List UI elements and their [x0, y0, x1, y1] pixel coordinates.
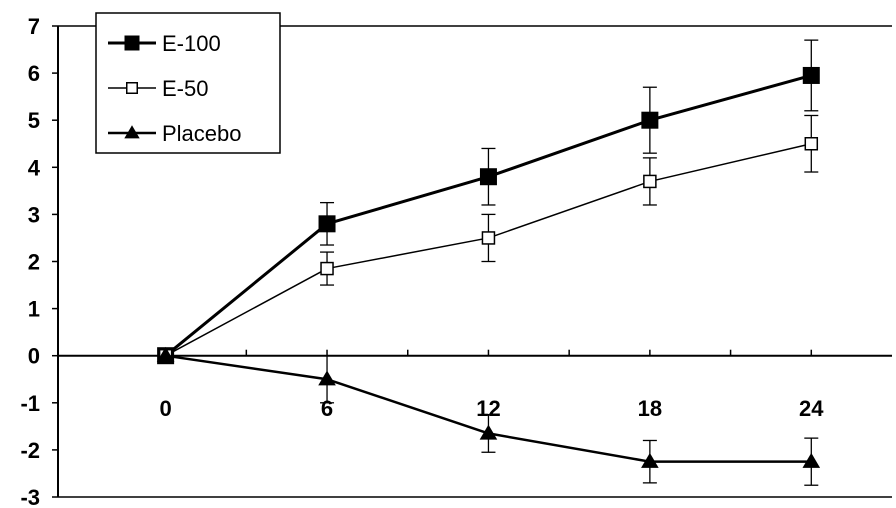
y-tick-label: 4 [28, 155, 41, 180]
y-tick-label: -2 [20, 438, 40, 463]
e-50-point [320, 261, 334, 276]
y-tick-label: -1 [20, 391, 40, 416]
x-tick-label: 0 [159, 396, 171, 421]
y-tick-label: 7 [28, 14, 40, 39]
placebo-point [318, 370, 336, 386]
y-tick-label: 0 [28, 344, 40, 369]
x-tick-label: 18 [638, 396, 662, 421]
series-placebo [156, 346, 821, 486]
legend-marker [124, 125, 140, 139]
legend-label: E-50 [162, 76, 208, 101]
legend-marker [124, 35, 140, 51]
y-axis-ticks: 7 6 5 4 3 2 1 0 -1 -2 -3 [20, 14, 58, 508]
x-axis-ticks: 0 6 12 18 24 [159, 349, 824, 421]
placebo-point [802, 452, 821, 468]
plot-frame [57, 25, 892, 498]
series-e-100 [157, 39, 820, 365]
y-tick-label: 2 [28, 250, 40, 275]
y-tick-label: 6 [28, 61, 40, 86]
y-tick-label: 1 [28, 297, 40, 322]
x-tick-label: 24 [799, 396, 824, 421]
legend-label: Placebo [162, 121, 242, 146]
legend-marker [126, 82, 138, 94]
e-50-point [804, 137, 819, 151]
placebo-point [479, 424, 498, 440]
y-tick-label: 3 [28, 202, 40, 227]
placebo-point [641, 452, 659, 468]
legend-label: E-100 [162, 31, 221, 56]
series-layer [156, 39, 821, 486]
e-100-point [318, 215, 336, 233]
e-50-point [643, 174, 657, 189]
legend: E-100 E-50 Placebo [95, 12, 281, 154]
e-100-point [479, 168, 497, 186]
e-100-point [641, 111, 659, 129]
placebo-point [156, 346, 175, 362]
y-tick-label: 5 [28, 108, 40, 133]
e-50-point [481, 231, 496, 245]
y-tick-label: -3 [20, 485, 40, 508]
e-100-point [802, 66, 820, 84]
